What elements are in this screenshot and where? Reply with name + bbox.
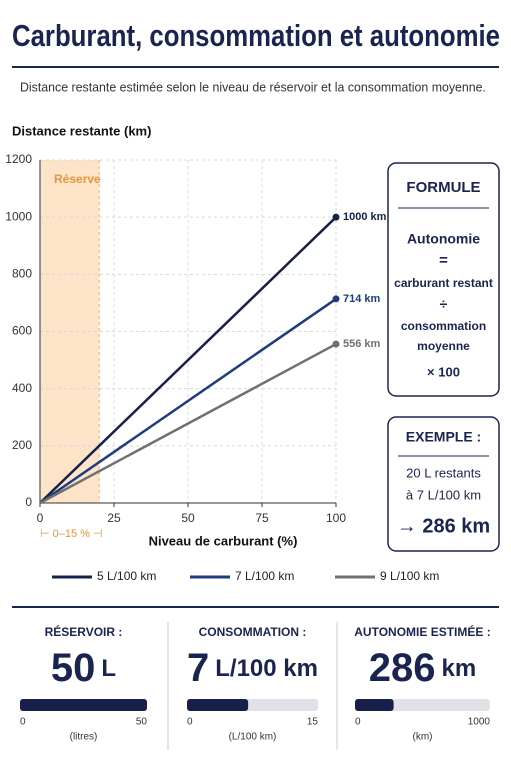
example-title: EXEMPLE : bbox=[406, 429, 481, 445]
gauge-max: 1000 bbox=[468, 717, 491, 728]
formula-title: FORMULE bbox=[406, 179, 480, 196]
legend-label: 7 L/100 km bbox=[235, 569, 294, 583]
x-tick-label: 100 bbox=[326, 511, 346, 525]
formula-line: = bbox=[439, 252, 448, 269]
gauge-value: 50 L bbox=[51, 646, 116, 690]
legend-label: 9 L/100 km bbox=[380, 569, 439, 583]
series-line bbox=[39, 297, 337, 505]
data-label: 1000 km bbox=[343, 211, 387, 223]
gauge-min: 0 bbox=[20, 717, 26, 728]
gauge-scale-unit: (L/100 km) bbox=[229, 732, 277, 743]
x-tick-label: 0 bbox=[37, 511, 44, 525]
gauge-unit: L/100 km bbox=[215, 655, 318, 682]
gauge-label: CONSOMMATION : bbox=[199, 625, 307, 639]
example-box bbox=[387, 416, 500, 552]
gauge-label: RÉSERVOIR : bbox=[45, 624, 123, 639]
formula-box bbox=[387, 162, 500, 397]
formula-line: Autonomie bbox=[407, 231, 480, 247]
gauge-value: 7 L/100 km bbox=[187, 646, 318, 690]
series-line bbox=[39, 216, 337, 504]
y-tick-label: 1200 bbox=[5, 152, 32, 166]
end-marker bbox=[332, 295, 340, 303]
y-tick-label: 200 bbox=[12, 438, 32, 452]
gauge-value: 286 km bbox=[369, 646, 476, 690]
x-axis-label: Niveau de carburant (%) bbox=[149, 533, 298, 548]
formula-line: × 100 bbox=[427, 364, 460, 379]
formula-line: carburant restant bbox=[394, 276, 493, 290]
x-tick-label: 25 bbox=[107, 511, 121, 525]
gauge-scale-unit: (km) bbox=[413, 732, 433, 743]
title: Carburant, consommation et autonomie bbox=[12, 18, 500, 53]
formula-line: moyenne bbox=[417, 339, 470, 353]
gauge-number: 7 bbox=[187, 646, 209, 690]
y-tick-label: 1000 bbox=[5, 209, 32, 223]
end-marker bbox=[332, 340, 340, 348]
formula-line: ÷ bbox=[440, 296, 448, 312]
gauge-fill bbox=[187, 699, 249, 711]
subtitle: Distance restante estimée selon le nivea… bbox=[20, 79, 486, 94]
gauge-min: 0 bbox=[187, 717, 193, 728]
gauge-min: 0 bbox=[355, 717, 361, 728]
data-label: 714 km bbox=[343, 293, 381, 305]
y-tick-label: 0 bbox=[25, 495, 32, 509]
reserve-label: Réserve bbox=[54, 172, 101, 186]
x-tick-label: 50 bbox=[181, 511, 195, 525]
example-line: 20 L restants bbox=[406, 465, 481, 480]
gauge-max: 15 bbox=[307, 717, 319, 728]
x-tick-label: 75 bbox=[255, 511, 269, 525]
legend-label: 5 L/100 km bbox=[97, 569, 156, 583]
gauge-unit: L bbox=[101, 655, 116, 682]
y-tick-label: 800 bbox=[12, 267, 32, 281]
series-line bbox=[39, 342, 337, 505]
end-marker bbox=[332, 213, 340, 221]
reserve-range-label: ⊢ 0–15 % ⊣ bbox=[40, 528, 103, 540]
gauge-label: AUTONOMIE ESTIMÉE : bbox=[354, 624, 490, 639]
data-label: 556 km bbox=[343, 338, 381, 350]
y-tick-label: 600 bbox=[12, 324, 32, 338]
formula-line: consommation bbox=[401, 319, 486, 333]
example-result: → 286 km bbox=[397, 515, 490, 537]
gauge-scale-unit: (litres) bbox=[70, 732, 98, 743]
y-tick-label: 400 bbox=[12, 381, 32, 395]
gauge-unit: km bbox=[442, 655, 477, 682]
gauge-max: 50 bbox=[136, 717, 148, 728]
gauge-number: 286 bbox=[369, 646, 436, 690]
y-axis-label: Distance restante (km) bbox=[12, 123, 151, 138]
gauge-fill bbox=[355, 699, 394, 711]
example-line: à 7 L/100 km bbox=[406, 487, 481, 502]
gauge-number: 50 bbox=[51, 646, 96, 690]
gauge-fill bbox=[20, 699, 147, 711]
